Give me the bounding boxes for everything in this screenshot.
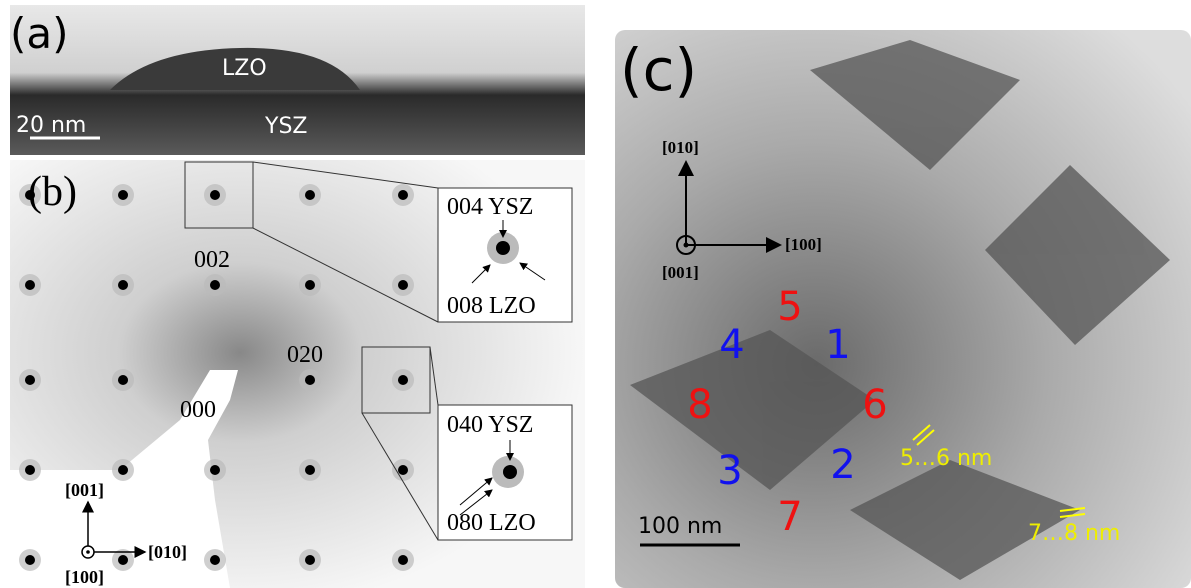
domain-number: 1 <box>825 322 850 368</box>
domain-number: 7 <box>777 494 802 540</box>
panel-label: (b) <box>28 169 77 215</box>
diffraction-spot <box>305 555 315 565</box>
inset-label: 040 YSZ <box>447 412 533 438</box>
spot-index: 020 <box>287 342 323 368</box>
layer-label: LZO <box>222 56 267 81</box>
domain-number: 3 <box>717 448 742 494</box>
axis-label: [010] <box>662 138 699 157</box>
page: (a) LZO YSZ 20 nm (b) 002 020 000 004 YS… <box>0 0 1191 588</box>
diffraction-spot <box>210 280 220 290</box>
diffraction-spot <box>118 555 128 565</box>
scale-label: 20 nm <box>16 113 86 138</box>
domain-number: 4 <box>719 322 744 368</box>
layer-label: YSZ <box>264 114 307 139</box>
scale-label: 100 nm <box>638 514 722 539</box>
diffraction-spot <box>398 555 408 565</box>
axis-label: [100] <box>65 567 104 587</box>
domain-number: 6 <box>862 382 887 428</box>
diffraction-spot <box>118 190 128 200</box>
diffraction-spot <box>210 555 220 565</box>
diffraction-spot <box>210 465 220 475</box>
diffraction-spot <box>398 190 408 200</box>
inset-label: 008 LZO <box>447 293 536 319</box>
diffraction-spot <box>305 280 315 290</box>
diffraction-spot <box>25 465 35 475</box>
diffraction-spot <box>210 190 220 200</box>
axis-label: [010] <box>148 542 187 562</box>
axis-label: [100] <box>785 235 822 254</box>
diffraction-spot <box>398 280 408 290</box>
spacing-label: 7…8 nm <box>1028 521 1120 546</box>
spacing-label: 5…6 nm <box>900 446 992 471</box>
diffraction-spot <box>305 190 315 200</box>
domain-number: 2 <box>830 442 855 488</box>
spot-index: 000 <box>180 397 216 423</box>
diffraction-spot <box>118 280 128 290</box>
spot-index: 002 <box>194 247 230 273</box>
diffraction-spot <box>118 465 128 475</box>
figure: (a) LZO YSZ 20 nm (b) 002 020 000 004 YS… <box>0 0 1191 588</box>
diffraction-spot <box>118 375 128 385</box>
axis-label: [001] <box>662 263 699 282</box>
inset-label: 080 LZO <box>447 510 536 536</box>
diffraction-spot <box>25 375 35 385</box>
panel-label: (a) <box>10 9 69 58</box>
diffraction-spot <box>398 375 408 385</box>
diffraction-spot <box>25 555 35 565</box>
inset-label: 004 YSZ <box>447 194 533 220</box>
diffraction-spot <box>25 280 35 290</box>
diffraction-spot <box>305 375 315 385</box>
domain-number: 5 <box>777 284 802 330</box>
axis-label: [001] <box>65 480 104 500</box>
diffraction-spot <box>305 465 315 475</box>
domain-number: 8 <box>687 382 712 428</box>
diffraction-spot <box>398 465 408 475</box>
panel-label: (c) <box>620 36 697 104</box>
